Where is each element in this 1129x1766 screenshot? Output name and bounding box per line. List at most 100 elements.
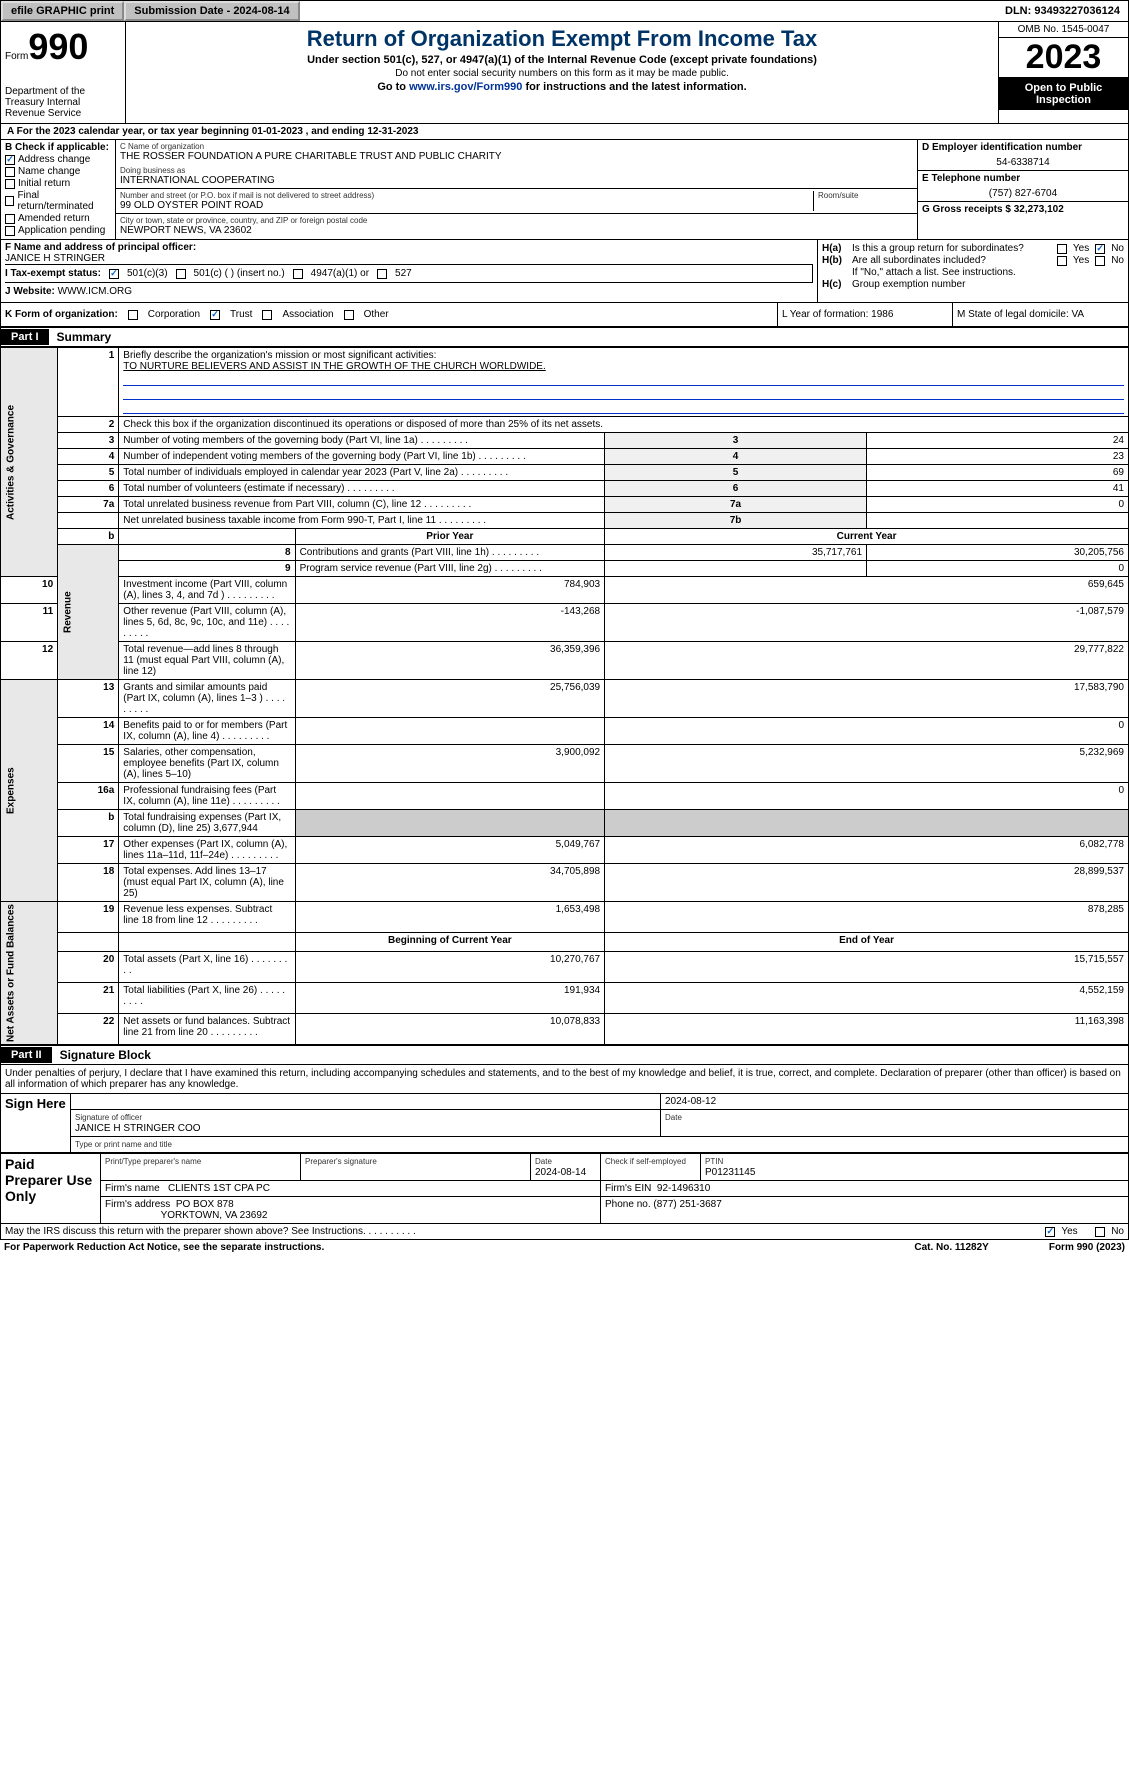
hc-label: Group exemption number	[852, 279, 965, 290]
end-hdr: End of Year	[605, 933, 1129, 951]
l15-text: Salaries, other compensation, employee b…	[123, 747, 279, 780]
firm-phone: (877) 251-3687	[653, 1199, 721, 1210]
part2-title: Signature Block	[52, 1046, 159, 1064]
chk-501c[interactable]	[176, 269, 186, 279]
l16ac: 0	[605, 783, 1129, 810]
room-label: Room/suite	[818, 191, 909, 200]
l21-text: Total liabilities (Part X, line 26)	[123, 985, 285, 1007]
firm-addr2: YORKTOWN, VA 23692	[161, 1210, 268, 1221]
l18p: 34,705,898	[295, 864, 605, 902]
website: WWW.ICM.ORG	[58, 286, 132, 297]
ha-no[interactable]: ✓	[1095, 244, 1105, 254]
chk-address-change[interactable]: ✓	[5, 155, 15, 165]
sign-here: Sign Here	[1, 1094, 71, 1153]
part2-hdr: Part II	[1, 1047, 52, 1063]
main-title: Return of Organization Exempt From Incom…	[130, 26, 994, 52]
sign-here-table: Sign Here 2024-08-12 Signature of office…	[0, 1093, 1129, 1153]
chk-app-pending[interactable]	[5, 226, 15, 236]
chk-other[interactable]	[344, 310, 354, 320]
ha-label: Is this a group return for subordinates?	[852, 243, 1057, 254]
chk-assoc[interactable]	[262, 310, 272, 320]
mission: TO NURTURE BELIEVERS AND ASSIST IN THE G…	[123, 361, 545, 372]
prior-hdr: Prior Year	[295, 529, 605, 545]
l8c: 30,205,756	[867, 545, 1129, 561]
l7b-val	[867, 513, 1129, 529]
addr: 99 OLD OYSTER POINT ROAD	[120, 200, 813, 211]
l16b-text: Total fundraising expenses (Part IX, col…	[123, 812, 281, 834]
cat-no: Cat. No. 11282Y	[914, 1242, 988, 1253]
efile-print-button[interactable]: efile GRAPHIC print	[1, 1, 124, 21]
firm-addr-label: Firm's address	[105, 1199, 170, 1210]
org-name-label: C Name of organization	[120, 142, 913, 151]
hb-no[interactable]	[1095, 256, 1105, 266]
beg-hdr: Beginning of Current Year	[295, 933, 605, 951]
l7a-val: 0	[867, 497, 1129, 513]
hb-note: If "No," attach a list. See instructions…	[822, 267, 1124, 278]
officer-name: JANICE H STRINGER	[5, 253, 105, 264]
addr-label: Number and street (or P.O. box if mail i…	[120, 191, 813, 200]
l2-text: Check this box if the organization disco…	[119, 417, 1129, 433]
penalty-text: Under penalties of perjury, I declare th…	[0, 1065, 1129, 1093]
ha-yes[interactable]	[1057, 244, 1067, 254]
firm-addr1: PO BOX 878	[176, 1199, 234, 1210]
chk-501c3[interactable]: ✓	[109, 269, 119, 279]
l20c: 15,715,557	[605, 951, 1129, 982]
l3-text: Number of voting members of the governin…	[123, 435, 468, 446]
open-public: Open to Public Inspection	[999, 78, 1128, 110]
form-label: Form	[5, 51, 28, 62]
form-ref: Form 990 (2023)	[1049, 1242, 1125, 1253]
l16ap	[295, 783, 605, 810]
chk-final-return[interactable]	[5, 196, 14, 206]
officer-label: F Name and address of principal officer:	[5, 242, 196, 253]
dba: INTERNATIONAL COOPERATING	[120, 175, 913, 186]
part2-bar: Part II Signature Block	[0, 1045, 1129, 1065]
discuss-no[interactable]	[1095, 1227, 1105, 1237]
l12p: 36,359,396	[295, 642, 605, 680]
chk-trust[interactable]: ✓	[210, 310, 220, 320]
prep-sig-label: Preparer's signature	[305, 1157, 377, 1166]
omb-number: OMB No. 1545-0047	[999, 22, 1128, 38]
l5-text: Total number of individuals employed in …	[123, 467, 508, 478]
l17c: 6,082,778	[605, 837, 1129, 864]
l22c: 11,163,398	[605, 1013, 1129, 1044]
l18-text: Total expenses. Add lines 13–17 (must eq…	[123, 866, 284, 899]
tax-exempt-label: I Tax-exempt status:	[5, 268, 101, 279]
submission-date-button[interactable]: Submission Date - 2024-08-14	[124, 1, 299, 21]
chk-4947[interactable]	[293, 269, 303, 279]
l17-text: Other expenses (Part IX, column (A), lin…	[123, 839, 287, 861]
l11p: -143,268	[295, 604, 605, 642]
chk-name-change[interactable]	[5, 167, 15, 177]
irs-link[interactable]: www.irs.gov/Form990	[409, 81, 522, 93]
l9p	[605, 561, 867, 577]
l21c: 4,552,159	[605, 982, 1129, 1013]
chk-corp[interactable]	[128, 310, 138, 320]
l15p: 3,900,092	[295, 745, 605, 783]
form-org-label: K Form of organization:	[5, 309, 118, 320]
l14-text: Benefits paid to or for members (Part IX…	[123, 720, 287, 742]
chk-amended[interactable]	[5, 214, 15, 224]
l10-text: Investment income (Part VIII, column (A)…	[123, 579, 287, 601]
l4-val: 23	[867, 449, 1129, 465]
line-a: A For the 2023 calendar year, or tax yea…	[0, 124, 1129, 140]
part1-hdr: Part I	[1, 329, 49, 345]
top-bar: efile GRAPHIC print Submission Date - 20…	[0, 0, 1129, 22]
discuss-yes[interactable]: ✓	[1045, 1227, 1055, 1237]
l22p: 10,078,833	[295, 1013, 605, 1044]
l1-text: Briefly describe the organization's miss…	[123, 350, 436, 361]
hb-yes[interactable]	[1057, 256, 1067, 266]
phone: (757) 827-6704	[922, 188, 1124, 199]
l19c: 878,285	[605, 902, 1129, 933]
chk-527[interactable]	[377, 269, 387, 279]
chk-initial-return[interactable]	[5, 179, 15, 189]
dln-text: DLN: 93493227036124	[997, 3, 1128, 19]
l14p	[295, 718, 605, 745]
col-b-title: B Check if applicable:	[5, 142, 111, 153]
l10c: 659,645	[605, 577, 1129, 604]
tax-year: 2023	[999, 38, 1128, 78]
city-label: City or town, state or province, country…	[120, 216, 913, 225]
l5-val: 69	[867, 465, 1129, 481]
paid-preparer-table: Paid Preparer Use Only Print/Type prepar…	[0, 1153, 1129, 1224]
l7b-text: Net unrelated business taxable income fr…	[123, 515, 486, 526]
firm-name: CLIENTS 1ST CPA PC	[168, 1183, 270, 1194]
l22-text: Net assets or fund balances. Subtract li…	[123, 1016, 290, 1038]
